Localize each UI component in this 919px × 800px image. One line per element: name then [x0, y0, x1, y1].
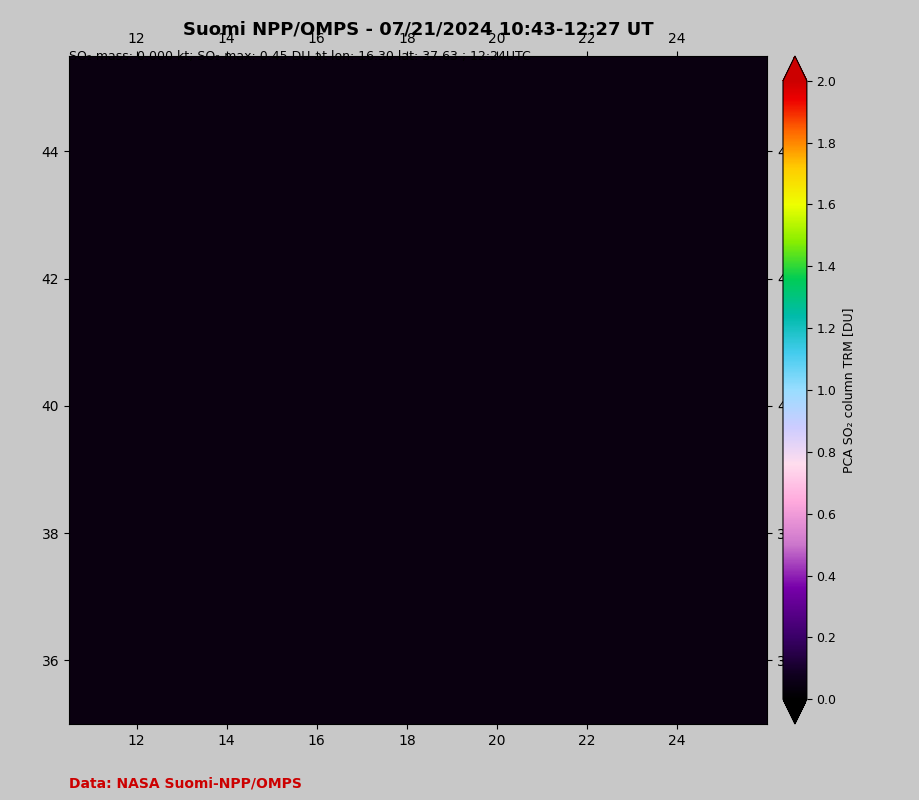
Text: Suomi NPP/OMPS - 07/21/2024 10:43-12:27 UT: Suomi NPP/OMPS - 07/21/2024 10:43-12:27 … [183, 20, 653, 38]
Text: Data: NASA Suomi-NPP/OMPS: Data: NASA Suomi-NPP/OMPS [69, 776, 301, 790]
Y-axis label: PCA SO₂ column TRM [DU]: PCA SO₂ column TRM [DU] [842, 307, 856, 473]
Text: SO₂ mass: 0.000 kt; SO₂ max: 0.45 DU at lon: 16.30 lat: 37.63 ; 12:24UTC: SO₂ mass: 0.000 kt; SO₂ max: 0.45 DU at … [69, 50, 530, 62]
PathPatch shape [783, 56, 807, 81]
PathPatch shape [783, 699, 807, 724]
